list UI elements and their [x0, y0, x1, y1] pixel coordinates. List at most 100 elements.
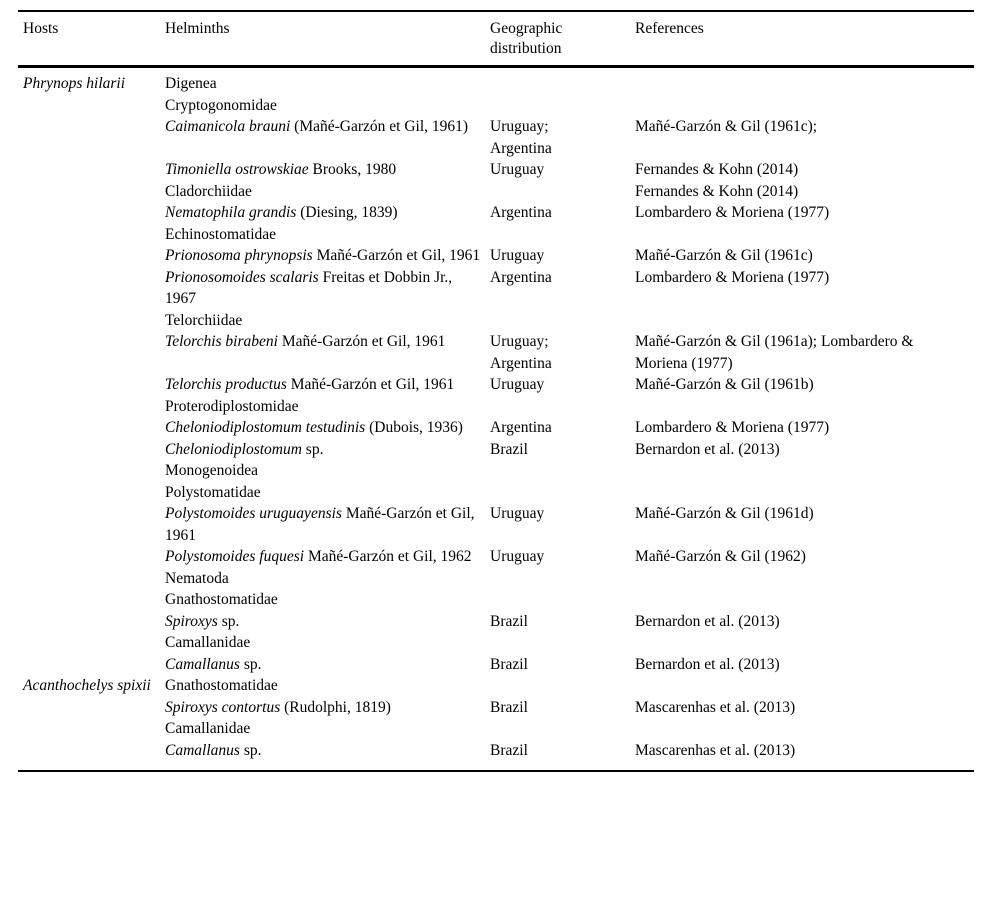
references-cell [635, 632, 974, 654]
geographic-distribution-cell [490, 632, 635, 654]
helminth-cell: Polystomoides fuquesi Mañé-Garzón et Gil… [165, 546, 490, 568]
table-row: Polystomoides fuquesi Mañé-Garzón et Gil… [18, 546, 974, 568]
helminth-cell: Spiroxys contortus (Rudolphi, 1819) [165, 697, 490, 719]
geographic-distribution-cell [490, 310, 635, 332]
references-cell: Bernardon et al. (2013) [635, 440, 780, 458]
helminth-taxon-name: Cheloniodiplostomum [165, 440, 302, 458]
table-row: Caimanicola brauni (Mañé-Garzón et Gil, … [18, 116, 974, 159]
table-body: Phrynops hilarii Digenea Cryptogonomidae Ca… [18, 67, 974, 772]
geographic-distribution-cell: Argentina [490, 204, 552, 221]
host-cell [18, 202, 165, 224]
helminth-text: (Dubois, 1936) [365, 419, 463, 436]
geographic-distribution-cell: Uruguay; Argentina [490, 333, 552, 372]
references-cell [635, 718, 974, 740]
host-cell [18, 654, 165, 676]
host-cell: Phrynops hilarii [18, 67, 165, 95]
references-cell [635, 482, 974, 504]
column-header-hosts: Hosts [23, 20, 59, 37]
geographic-distribution-cell [490, 460, 635, 482]
table-row: Timoniella ostrowskiae Brooks, 1980 Urugu… [18, 159, 974, 181]
helminth-cell: Spiroxys sp. [165, 611, 490, 633]
helminth-host-table: Hosts Helminths Geographic distribution … [18, 10, 974, 772]
helminth-text: sp. [301, 440, 324, 458]
helminth-text: Nematoda [165, 569, 229, 587]
geographic-distribution-cell [490, 181, 635, 203]
column-header-geographic-distribution: Geographic distribution [490, 20, 563, 57]
geographic-distribution-cell [490, 482, 635, 504]
helminth-taxon-name: Telorchis birabeni [165, 333, 278, 350]
geographic-distribution-cell [490, 95, 635, 117]
host-cell [18, 546, 165, 568]
geographic-distribution-cell: Brazil [490, 440, 528, 458]
references-cell [635, 310, 974, 332]
helminth-text: Camallanidae [165, 634, 251, 651]
host-cell [18, 740, 165, 772]
geographic-distribution-cell: Uruguay [490, 505, 545, 522]
references-cell: Mañé-Garzón & Gil (1961b) [635, 376, 814, 393]
helminth-text: Mañé-Garzón et Gil, 1962 [304, 548, 472, 565]
helminth-cell: Echinostomatidae [165, 224, 490, 246]
references-cell: Mascarenhas et al. (2013) [635, 698, 796, 716]
helminth-cell: Caimanicola brauni (Mañé-Garzón et Gil, … [165, 116, 490, 159]
table-row: Camallanidae [18, 632, 974, 654]
helminth-taxon-name: Telorchis productus [165, 376, 287, 393]
references-cell: Lombardero & Moriena (1977) [635, 268, 830, 286]
helminth-text: Gnathostomatidae [165, 677, 278, 694]
helminth-cell: Nematophila grandis (Diesing, 1839) [165, 202, 490, 224]
host-cell [18, 181, 165, 203]
references-cell: Bernardon et al. (2013) [635, 612, 780, 630]
column-header-references: References [635, 20, 704, 37]
geographic-distribution-cell [490, 224, 635, 246]
helminth-text: Mañé-Garzón et Gil, 1961 [165, 505, 475, 544]
helminth-text: sp. [217, 612, 240, 630]
helminth-cell: Camallanus sp. [165, 740, 490, 772]
document-page: Hosts Helminths Geographic distribution … [18, 10, 974, 772]
geographic-distribution-cell [490, 396, 635, 418]
table-row: Telorchis birabeni Mañé-Garzón et Gil, 1… [18, 331, 974, 374]
helminth-cell: Prionosoma phrynopsis Mañé-Garzón et Gil… [165, 245, 490, 267]
host-cell [18, 460, 165, 482]
references-cell [635, 224, 974, 246]
references-cell: Lombardero & Moriena (1977) [635, 419, 830, 436]
table-row: Nematophila grandis (Diesing, 1839) Argen… [18, 202, 974, 224]
table-row: Phrynops hilarii Digenea [18, 67, 974, 95]
host-species-name: Acanthochelys spixii [23, 677, 151, 694]
host-species-name: Phrynops hilarii [23, 75, 126, 92]
helminth-cell: Gnathostomatidae [165, 675, 490, 697]
host-cell [18, 417, 165, 439]
helminth-taxon-name: Camallanus [165, 655, 240, 673]
helminth-taxon-name: Prionosomoides scalaris [165, 268, 319, 286]
helminth-taxon-name: Spiroxys contortus [165, 698, 281, 716]
helminth-cell: Polystomoides uruguayensis Mañé-Garzón e… [165, 503, 490, 546]
table-row: Spiroxys contortus (Rudolphi, 1819) Brazi… [18, 697, 974, 719]
geographic-distribution-cell: Brazil [490, 655, 528, 673]
helminth-text: Cladorchiidae [165, 182, 252, 200]
helminth-cell: Cheloniodiplostomum testudinis (Dubois, … [165, 417, 490, 439]
helminth-text: Cryptogonomidae [165, 96, 277, 114]
references-cell: Mascarenhas et al. (2013) [635, 741, 796, 759]
references-cell: Mañé-Garzón & Gil (1962) [635, 548, 806, 565]
helminth-cell: Timoniella ostrowskiae Brooks, 1980 [165, 159, 490, 181]
references-cell: Mañé-Garzón & Gil (1961a); Lombardero & … [635, 333, 914, 372]
helminth-cell: Proterodiplostomidae [165, 396, 490, 418]
references-cell [635, 67, 974, 95]
host-cell [18, 589, 165, 611]
geographic-distribution-cell: Uruguay [490, 376, 545, 393]
references-cell [635, 95, 974, 117]
helminth-cell: Polystomatidae [165, 482, 490, 504]
helminth-text: Camallanidae [165, 720, 251, 737]
helminth-taxon-name: Caimanicola brauni [165, 118, 291, 135]
helminth-text: Gnathostomatidae [165, 591, 278, 608]
references-cell [635, 589, 974, 611]
helminth-cell: Cladorchiidae [165, 181, 490, 203]
host-cell [18, 568, 165, 590]
helminth-cell: Cryptogonomidae [165, 95, 490, 117]
host-cell [18, 439, 165, 461]
references-cell: Mañé-Garzón & Gil (1961c); [635, 118, 818, 135]
geographic-distribution-cell: Uruguay [490, 161, 545, 178]
table-row: Cryptogonomidae [18, 95, 974, 117]
helminth-text: (Diesing, 1839) [296, 204, 398, 221]
host-cell [18, 697, 165, 719]
table-row: Prionosoma phrynopsis Mañé-Garzón et Gil… [18, 245, 974, 267]
host-cell [18, 611, 165, 633]
